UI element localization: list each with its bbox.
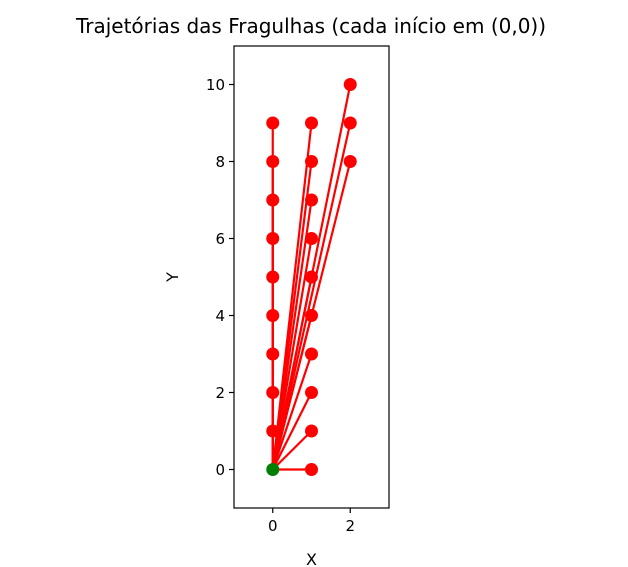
trajectory-line — [271, 353, 313, 470]
x-tick-label: 0 — [268, 517, 278, 535]
trajectory-endpoint — [305, 193, 318, 207]
trajectory-endpoint — [266, 347, 280, 361]
trajectory-endpoint — [266, 232, 280, 245]
trajectory-endpoint — [266, 193, 280, 207]
y-axis: 0 2 4 6 8 10 — [206, 76, 234, 479]
origin-point — [266, 463, 280, 476]
trajectory-endpoint — [305, 347, 318, 361]
y-tick-label: 4 — [215, 307, 225, 325]
trajectory-endpoint — [305, 463, 318, 476]
trajectory-endpoint — [266, 386, 280, 399]
trajectory-endpoint — [305, 155, 318, 168]
chart-title: Trajetórias das Fragulhas (cada início e… — [75, 14, 546, 38]
y-axis-label: Y — [163, 272, 182, 283]
trajectory-endpoint — [305, 232, 318, 245]
trajectory-endpoint — [343, 78, 357, 91]
trajectory-line — [271, 392, 313, 470]
y-tick-label: 6 — [215, 230, 225, 248]
trajectory-endpoint — [305, 424, 318, 438]
trajectory-line — [271, 122, 313, 470]
y-tick-label: 2 — [215, 384, 225, 402]
y-tick-label: 10 — [206, 76, 225, 94]
plot-area — [266, 78, 357, 476]
trajectory-endpoint — [266, 116, 280, 130]
trajectory-endpoint — [266, 270, 280, 284]
trajectory-line — [271, 122, 352, 470]
trajectory-endpoint — [343, 155, 357, 168]
trajectory-endpoint — [266, 424, 280, 438]
trajectory-endpoint — [343, 116, 357, 130]
trajectory-endpoint — [305, 116, 318, 130]
x-axis-label: X — [306, 550, 317, 567]
trajectory-endpoint — [266, 309, 280, 322]
trajectory-endpoint — [305, 270, 318, 284]
x-tick-label: 2 — [345, 517, 355, 535]
y-tick-label: 0 — [215, 461, 225, 479]
y-tick-label: 8 — [215, 153, 225, 171]
trajectory-endpoint — [305, 386, 318, 399]
axes-frame — [233, 45, 390, 509]
trajectory-line — [271, 430, 313, 471]
trajectory-endpoint — [266, 155, 280, 168]
trajectory-endpoint — [305, 309, 318, 322]
